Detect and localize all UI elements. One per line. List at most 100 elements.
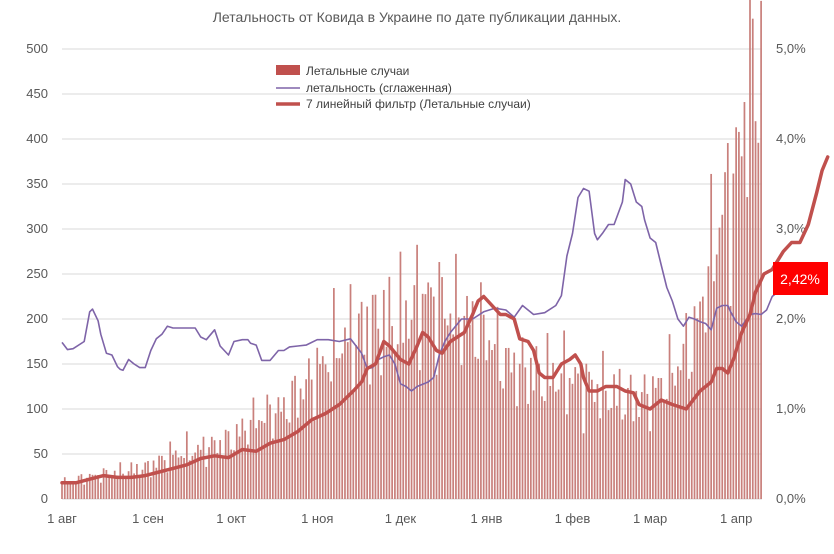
bar	[485, 360, 488, 499]
x-tick-label: 1 сен	[132, 511, 164, 526]
bar	[718, 227, 721, 500]
bar	[452, 334, 455, 499]
x-tick-label: 1 окт	[216, 511, 246, 526]
x-axis: 1 авг 1 сен 1 окт 1 ноя 1 дек 1 янв 1 фев 1 мар…	[47, 511, 752, 526]
bar	[696, 318, 699, 499]
x-tick-label: 1 мар	[633, 511, 667, 526]
bar	[496, 306, 499, 499]
bar	[455, 253, 457, 499]
bar	[177, 457, 180, 499]
bar	[147, 461, 149, 499]
bar	[693, 306, 696, 499]
bar	[701, 296, 704, 499]
bar	[127, 471, 130, 499]
bar	[294, 375, 296, 499]
bar	[566, 414, 568, 499]
bar	[335, 358, 338, 499]
bar	[191, 455, 194, 499]
bar	[449, 313, 452, 499]
bar	[482, 314, 485, 499]
bar	[308, 358, 310, 499]
bar	[310, 379, 313, 499]
bar	[263, 422, 266, 499]
bar	[313, 420, 316, 499]
bar	[371, 294, 374, 499]
bar	[163, 460, 166, 499]
bar	[591, 379, 593, 499]
bar	[507, 347, 510, 499]
bar	[427, 282, 430, 499]
bar	[283, 397, 285, 499]
bar	[174, 450, 177, 499]
bar	[374, 294, 377, 499]
bar	[149, 477, 152, 499]
ma7-line	[60, 155, 830, 485]
bar	[463, 315, 466, 499]
bar	[560, 373, 563, 499]
bar	[238, 436, 241, 499]
bar	[665, 398, 668, 499]
bars-series	[61, 0, 762, 500]
bar	[319, 363, 321, 499]
bar	[632, 421, 635, 499]
bar	[518, 363, 521, 499]
bar	[194, 452, 197, 499]
bar	[610, 407, 613, 499]
bar	[224, 429, 227, 499]
bar	[205, 466, 208, 499]
bar	[405, 300, 407, 499]
bar	[144, 462, 147, 499]
bar	[654, 387, 657, 499]
bar	[338, 358, 341, 499]
bar	[380, 375, 382, 499]
bar	[438, 262, 441, 499]
x-tick-label: 1 фев	[555, 511, 591, 526]
bar	[249, 419, 252, 499]
bar	[108, 475, 111, 499]
bar	[396, 344, 399, 499]
y-left-tick-label: 450	[26, 86, 48, 101]
bar	[604, 390, 607, 499]
bar	[324, 364, 327, 499]
bar	[419, 370, 421, 499]
bar	[502, 388, 504, 499]
bar	[432, 296, 435, 499]
y-left-tick-label: 200	[26, 311, 48, 326]
bar	[252, 397, 255, 499]
bar	[715, 254, 718, 499]
y-left-tick-label: 500	[26, 41, 48, 56]
bar	[699, 301, 701, 499]
bar	[366, 306, 369, 499]
bar	[274, 413, 277, 499]
bar	[466, 295, 468, 499]
bar	[499, 380, 502, 499]
bar	[97, 475, 99, 499]
bar	[674, 385, 676, 499]
bar	[136, 463, 138, 499]
bar	[407, 338, 410, 499]
bar	[75, 481, 77, 499]
bar	[346, 342, 349, 499]
bar	[535, 346, 538, 499]
bar	[155, 467, 158, 499]
y-left-tick-label: 350	[26, 176, 48, 191]
bar	[285, 419, 288, 499]
bar	[529, 357, 532, 499]
bar	[749, 0, 751, 499]
legend-label-bars: Летальные случаи	[306, 64, 409, 78]
bar	[241, 418, 244, 499]
bar	[754, 121, 757, 499]
bar	[244, 430, 246, 499]
bar	[124, 476, 127, 499]
bar	[216, 452, 219, 499]
bar	[99, 482, 102, 499]
bar	[421, 293, 424, 499]
bar	[760, 0, 762, 500]
bar	[513, 352, 516, 499]
bar	[258, 420, 260, 499]
bar	[557, 389, 560, 499]
bar	[158, 455, 160, 499]
bar	[416, 244, 418, 499]
bar	[474, 356, 477, 499]
